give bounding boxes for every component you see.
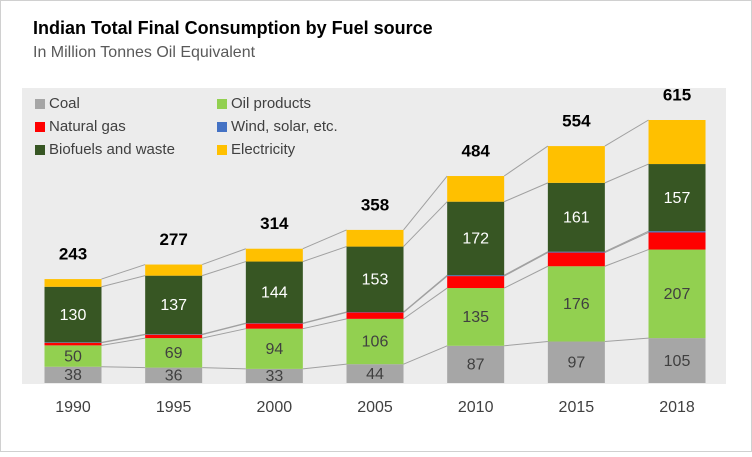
x-tick-label: 2010	[458, 399, 494, 416]
x-tick-label: 2018	[659, 399, 695, 416]
data-label: 97	[567, 354, 585, 371]
data-label: 94	[265, 341, 283, 358]
legend-label: Oil products	[231, 95, 311, 112]
bar-segment	[347, 230, 404, 247]
bar-segment	[45, 279, 102, 287]
bar-segment	[447, 276, 504, 288]
legend-swatch	[35, 145, 45, 155]
data-label: 161	[563, 210, 590, 227]
legend-swatch	[35, 99, 45, 109]
legend-label: Biofuels and waste	[49, 141, 175, 158]
data-label: 44	[366, 366, 384, 383]
x-tick-label: 2015	[559, 399, 595, 416]
x-tick-label: 1995	[156, 399, 192, 416]
legend-swatch	[217, 99, 227, 109]
total-label: 615	[663, 85, 691, 104]
legend-swatch	[35, 122, 45, 132]
legend-swatch	[217, 145, 227, 155]
data-label: 106	[362, 334, 389, 351]
legend-label: Coal	[49, 95, 80, 112]
total-label: 314	[260, 214, 289, 233]
data-label: 207	[664, 286, 691, 303]
data-label: 135	[462, 309, 489, 326]
data-label: 153	[362, 272, 389, 289]
bar-segment	[145, 335, 202, 338]
bar-segment	[45, 343, 102, 346]
data-label: 87	[467, 357, 485, 374]
data-label: 130	[60, 307, 87, 324]
bar-segment	[649, 120, 706, 164]
total-label: 484	[461, 142, 490, 161]
total-label: 358	[361, 195, 389, 214]
bar-segment	[447, 176, 504, 202]
total-label: 243	[59, 245, 87, 264]
x-tick-label: 2000	[257, 399, 293, 416]
bar-segment	[246, 324, 303, 329]
bar-segment	[548, 253, 605, 267]
bar-segment	[548, 146, 605, 183]
legend-label: Natural gas	[49, 118, 126, 135]
data-label: 36	[165, 368, 183, 385]
bar-segment	[145, 265, 202, 276]
bar-segment	[246, 249, 303, 262]
data-label: 157	[664, 190, 691, 207]
chart-title: Indian Total Final Consumption by Fuel s…	[33, 18, 433, 38]
bar-segment	[649, 231, 706, 232]
data-label: 38	[64, 367, 82, 384]
data-label: 144	[261, 285, 288, 302]
legend-label: Electricity	[231, 141, 296, 158]
data-label: 50	[64, 348, 82, 365]
data-label: 105	[664, 353, 691, 370]
legend-swatch	[217, 122, 227, 132]
x-tick-label: 2005	[357, 399, 393, 416]
bar-segment	[447, 275, 504, 276]
bar-segment	[649, 232, 706, 249]
data-label: 172	[462, 231, 489, 248]
bar-segment	[347, 312, 404, 318]
total-label: 277	[159, 230, 187, 249]
data-label: 33	[265, 368, 283, 385]
x-tick-label: 1990	[55, 399, 91, 416]
data-label: 176	[563, 296, 590, 313]
total-label: 554	[562, 112, 591, 131]
data-label: 69	[165, 345, 183, 362]
legend-label: Wind, solar, etc.	[231, 118, 338, 135]
data-label: 137	[160, 297, 187, 314]
chart-subtitle: In Million Tonnes Oil Equivalent	[33, 44, 256, 61]
bar-segment	[548, 252, 605, 253]
